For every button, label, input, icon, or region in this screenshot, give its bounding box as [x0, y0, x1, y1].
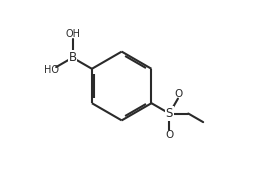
Text: S: S	[166, 107, 173, 120]
Text: HO: HO	[44, 65, 59, 75]
Text: O: O	[165, 130, 173, 140]
Text: B: B	[68, 51, 77, 64]
Text: OH: OH	[65, 29, 80, 39]
Text: O: O	[175, 89, 183, 99]
